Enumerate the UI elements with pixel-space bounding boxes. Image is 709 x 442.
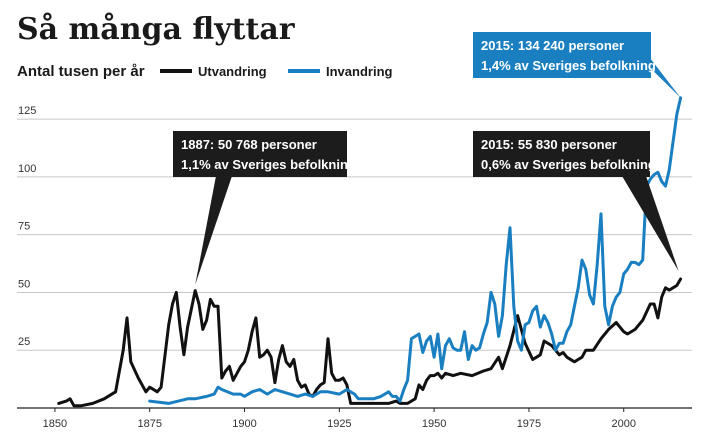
annotation-2015-utvandring-pointer: [622, 176, 679, 272]
annotation-2015-utvandring-line2: 0,6% av Sveriges befolkning: [481, 157, 656, 172]
series-line-utvandring: [57, 277, 683, 408]
annotation-1887-pointer: [195, 176, 232, 285]
x-tick-label-1875: 1875: [137, 418, 161, 430]
annotation-2015-invandring-box: [473, 32, 651, 78]
y-tick-label-75: 75: [18, 221, 30, 233]
series-line-invandring: [148, 96, 683, 405]
annotation-2015-invandring-pointer: [640, 58, 681, 98]
x-tick-label-1950: 1950: [422, 418, 446, 430]
annotation-2015-invandring-line1: 2015: 134 240 personer: [481, 38, 624, 53]
legend-label-utvandring: Utvandring: [198, 64, 267, 79]
annotation-1887-box: [173, 131, 347, 177]
y-tick-label-50: 50: [18, 278, 30, 290]
x-tick-label-1900: 1900: [232, 418, 256, 430]
annotation-1887-line1: 1887: 50 768 personer: [181, 137, 317, 152]
legend-label-invandring: Invandring: [326, 64, 393, 79]
series-lines: [57, 96, 683, 408]
y-axis-label: Antal tusen per år: [17, 63, 145, 80]
annotation-1887-line2: 1,1% av Sveriges befolkning: [181, 157, 356, 172]
annotation-2015-invandring-line2: 1,4% av Sveriges befolkning: [481, 58, 656, 73]
y-tick-label-100: 100: [18, 163, 36, 175]
annotation-1887: 1887: 50 768 personer 1,1% av Sveriges b…: [173, 131, 356, 285]
legend: Utvandring Invandring: [160, 64, 393, 79]
x-tick-label-2000: 2000: [611, 418, 635, 430]
annotation-2015-invandring: 2015: 134 240 personer 1,4% av Sveriges …: [473, 32, 681, 98]
y-tick-label-125: 125: [18, 105, 36, 117]
y-tick-label-25: 25: [18, 336, 30, 348]
chart-title: Så många flyttar: [17, 12, 296, 47]
x-tick-label-1925: 1925: [327, 418, 351, 430]
x-tick-label-1975: 1975: [517, 418, 541, 430]
y-axis-ticks: 25 50 75 100 125: [18, 105, 36, 348]
annotation-2015-utvandring: 2015: 55 830 personer 0,6% av Sveriges b…: [473, 131, 679, 272]
x-axis-ticks: 1850 1875 1900 1925 1950 1975 2000: [43, 408, 636, 430]
x-tick-label-1850: 1850: [43, 418, 67, 430]
annotation-2015-utvandring-box: [473, 131, 650, 177]
annotation-2015-utvandring-line1: 2015: 55 830 personer: [481, 137, 617, 152]
